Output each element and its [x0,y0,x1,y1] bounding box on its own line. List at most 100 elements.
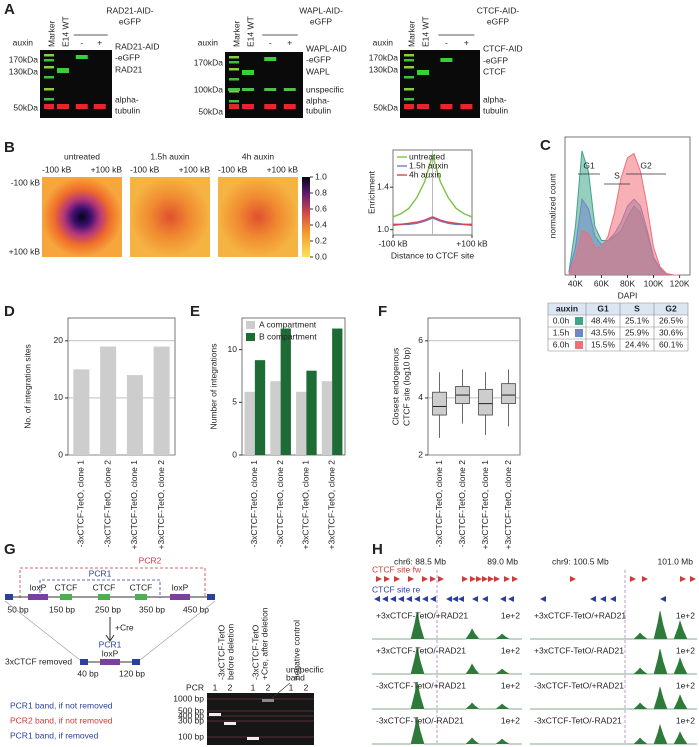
pcr2-bracket [19,567,206,598]
ladder-label: 1000 bp [173,693,204,703]
motif-re [374,596,380,602]
colorbar-tick-label: 0.6 [315,203,327,213]
legend-label: A compartment [259,319,317,329]
motif-re [590,596,596,602]
element [170,594,190,600]
x-tick-label: 120K [670,278,690,288]
table-swatch [575,329,583,337]
element [98,594,110,600]
lane-label: Marker [46,20,56,47]
reaction-label: 1 [251,682,256,692]
band-label: alpha- [483,94,507,104]
y-axis-title: CTCF site (log10 bp) [401,347,411,426]
motif-re [398,596,404,602]
bar [280,328,291,455]
ladder-label: 300 bp [178,715,204,725]
ladder-band [229,61,239,64]
primer [5,594,13,600]
arrow [105,617,115,642]
marker-label: 100kDa [194,84,224,94]
scale-label: 1e+2 [501,645,520,655]
tubulin-band [93,104,106,109]
axis-label: -100 kB [42,164,72,174]
track-label: -3xCTCF-TetO/-RAD21 [376,715,464,725]
marker-label: 130kDa [9,66,39,76]
x-tick-label: 100K [644,278,664,288]
x-tick-label: +3xCTCF-TetO, clone 2 [156,460,166,550]
line [392,152,473,218]
endogenous-band [417,70,429,75]
x-tick-label: -3xCTCF-TetO, clone 2 [275,460,285,548]
marker-label: 170kDa [194,57,224,67]
axis-label: +100 kB [9,246,41,256]
heatmap-title: 4h auxin [242,151,274,161]
y-tick-label: 0 [232,449,237,459]
motif-re [406,596,412,602]
heatmap [42,177,122,257]
annotation: band [286,672,305,682]
element [135,594,147,600]
reaction-label: 1 [289,682,294,692]
x-axis-title: Distance to CTCF site [391,250,474,260]
band-label: CTCF-AID [483,43,523,53]
bar [73,369,90,455]
table-cell: 0.0h [553,315,570,325]
band-label: RAD21-AID [115,41,159,51]
motif-re [660,596,666,602]
motif-fw [376,576,382,582]
heatmap-title: 1.5h auxin [150,151,189,161]
plot-frame [241,317,346,456]
motif-re [610,596,616,602]
motif-fw [394,576,400,582]
track-label: +3xCTCF-TetO/-RAD21 [376,645,466,655]
legend-label: PCR1 band, if not removed [10,700,113,710]
position-label: 150 bp [49,604,75,614]
table-cell: 30.6% [659,327,684,337]
signal-track [372,681,522,710]
treatment-label: + [464,37,469,47]
y-tick-label: 2 [418,449,423,459]
scale-label: 1e+2 [676,680,695,690]
table-header: G1 [597,303,609,313]
element-label: loxP [172,582,189,592]
band-label: CTCF [483,66,506,76]
table-header: S [634,303,640,313]
marker-label: 130kDa [369,64,399,74]
auxin-label: auxin [13,37,34,47]
motif-fw [430,576,436,582]
position-label: 450 bp [183,604,209,614]
lane-label: negative control [291,620,301,680]
colorbar-tick-label: 0.0 [315,251,327,261]
treatment-label: + [287,37,292,47]
panel-label: C [540,137,551,154]
x-tick-label: +3xCTCF-TetO, clone 1 [301,460,311,550]
track-label: -3xCTCF-TetO/+RAD21 [376,680,466,690]
lane-label: E14 WT [60,16,70,47]
lane-label: before deletion [225,623,235,680]
legend-swatch [246,321,255,329]
element [28,594,48,600]
ladder-band [44,76,54,79]
motif-fw [512,576,518,582]
bar [306,370,317,455]
reaction-label: 1 [213,682,218,692]
tubulin-band [75,104,88,109]
gel-band [224,722,236,725]
line [393,216,472,226]
treatment-label: + [97,37,102,47]
band-label: -eGFP [306,54,331,64]
pcr1-bracket [39,579,161,598]
lane-label: +Cre, after deletion [259,607,269,680]
y-tick-label: 10 [54,392,64,402]
y-tick-label: 20 [54,335,64,345]
ladder-band [44,59,54,62]
motif-label: CTCF site re [372,584,420,594]
scale-label: 1e+2 [501,610,520,620]
x-tick-label: -3xCTCF-TetO, clone 1 [76,460,86,548]
colorbar [302,177,310,257]
motif-fw [570,576,576,582]
position-label: 250 bp [95,604,121,614]
treatment-label: - [80,37,83,47]
box [478,388,493,416]
primer [80,659,88,665]
